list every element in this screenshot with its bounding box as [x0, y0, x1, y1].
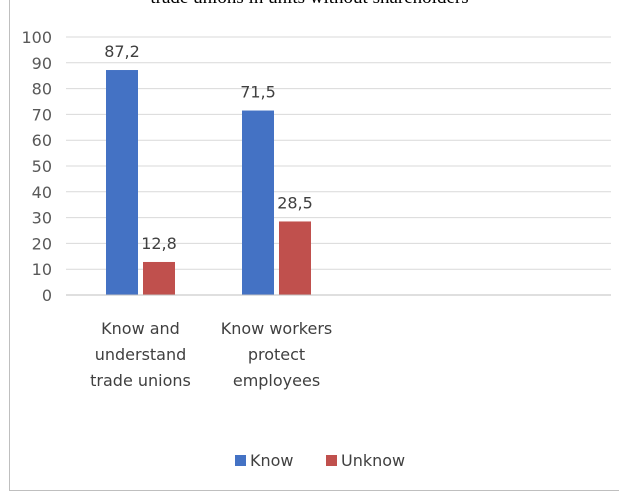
- category-label: employees: [233, 371, 320, 390]
- bar-know: [242, 110, 274, 295]
- category-label: understand: [95, 345, 187, 364]
- bar-unknow: [143, 261, 175, 295]
- legend-swatch-unknow: [326, 455, 337, 466]
- bar-unknow: [279, 221, 311, 295]
- y-tick-label: 10: [32, 260, 52, 279]
- y-tick-label: 90: [32, 54, 52, 73]
- legend-label-unknow: Unknow: [341, 451, 405, 470]
- y-tick-label: 100: [21, 28, 52, 47]
- y-tick-label: 30: [32, 209, 52, 228]
- category-label: Know and: [101, 319, 180, 338]
- data-label: 87,2: [104, 42, 140, 61]
- chart-title: trade unions in units without shareholde…: [0, 0, 619, 9]
- y-tick-label: 50: [32, 157, 52, 176]
- category-label: protect: [248, 345, 305, 364]
- data-label: 71,5: [240, 83, 276, 102]
- y-tick-label: 60: [32, 131, 52, 150]
- legend-label-know: Know: [250, 451, 294, 470]
- data-label: 28,5: [277, 193, 313, 212]
- legend-swatch-know: [235, 455, 246, 466]
- category-label: trade unions: [90, 371, 191, 390]
- bar-know: [106, 70, 138, 295]
- category-label: Know workers: [221, 319, 333, 338]
- data-label: 12,8: [141, 234, 177, 253]
- y-tick-label: 0: [42, 286, 52, 305]
- y-tick-label: 40: [32, 183, 52, 202]
- y-tick-label: 70: [32, 105, 52, 124]
- y-tick-label: 20: [32, 234, 52, 253]
- y-tick-label: 80: [32, 80, 52, 99]
- chart-border-left: [9, 0, 10, 491]
